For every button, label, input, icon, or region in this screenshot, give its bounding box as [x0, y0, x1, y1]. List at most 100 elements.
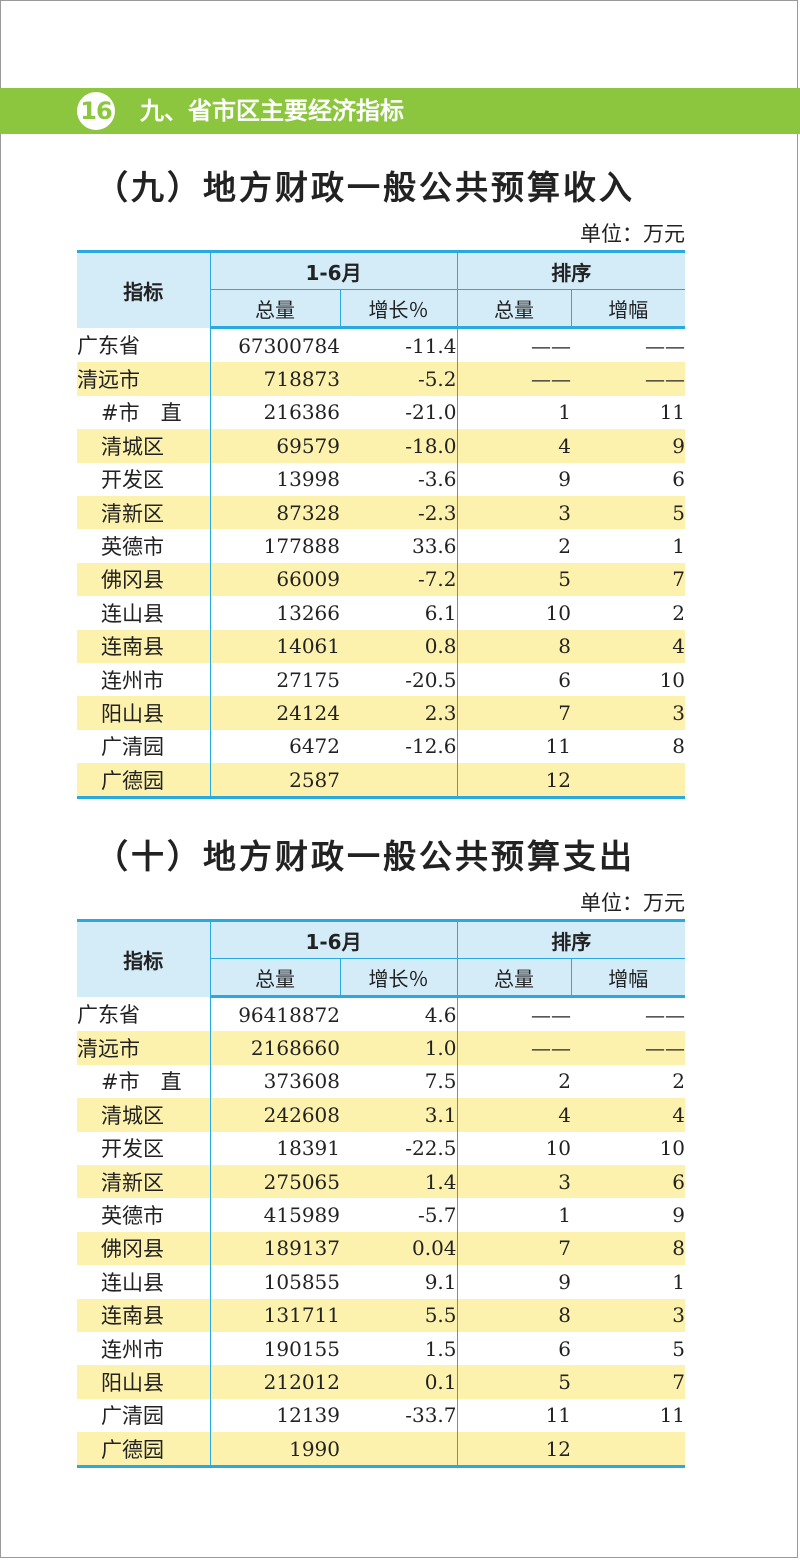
- ranking-header: 排序: [456, 250, 686, 290]
- row-name-cell: 广德园: [77, 1432, 210, 1469]
- row-name-cell: 开发区: [101, 1137, 164, 1162]
- row-rank-total-cell: 1: [456, 395, 572, 430]
- row-total-cell: 6472: [209, 729, 340, 764]
- row-name-cell: 佛冈县: [101, 1237, 164, 1262]
- row-growth-cell: 0.04: [411, 1236, 457, 1261]
- row-growth-cell: -3.6: [417, 467, 457, 492]
- growth-header: 增长％: [339, 958, 458, 998]
- row-rank-total-cell: 1: [456, 1198, 572, 1232]
- row-growth-cell: 33.6: [411, 534, 457, 559]
- income-table: 指标 1-6月 排序 总量 增长％ 总量 增幅 广东省 67300784 -11.4…: [77, 250, 686, 800]
- row-total-cell: 189137: [209, 1231, 340, 1266]
- row-rank-total-cell: 5: [456, 562, 572, 597]
- row-growth-cell: -22.5: [405, 1136, 457, 1161]
- table-row: 广东省 67300784 -11.4 —— ——: [77, 327, 686, 363]
- row-name-cell: 阳山县: [101, 1370, 164, 1395]
- row-total-cell: 2168660: [209, 1031, 340, 1065]
- row-growth-cell: 0.8: [424, 634, 457, 659]
- row-name-cell: 广东省: [77, 1002, 140, 1027]
- row-name-cell: 广清园: [101, 1404, 164, 1429]
- row-growth-cell: 2.3: [424, 700, 457, 725]
- row-growth-cell: 0.1: [424, 1369, 457, 1394]
- row-total-cell: 242608: [209, 1098, 340, 1132]
- income-unit-label: 单位：万元: [580, 222, 685, 246]
- row-total-cell: 13266: [209, 596, 340, 630]
- row-name-cell: 广德园: [77, 763, 210, 800]
- row-name-cell: 连州市: [101, 1337, 164, 1362]
- row-rank-total-cell: 6: [456, 1331, 572, 1366]
- row-name-cell: 连南县: [101, 1304, 164, 1329]
- row-name-cell: 连州市: [101, 668, 164, 693]
- table-row: 连山县 13266 6.1 10 2: [77, 596, 686, 630]
- table-row: 清新区 87328 -2.3 3 5: [77, 495, 686, 530]
- table-row: 清城区 69579 -18.0 4 9: [77, 429, 686, 463]
- row-rank-growth-cell: ——: [645, 333, 686, 358]
- row-name-cell: #市 直: [101, 1070, 182, 1095]
- row-name-cell: 清新区: [101, 1170, 164, 1195]
- table-row: 开发区 13998 -3.6 9 6: [77, 462, 685, 496]
- row-rank-total-cell: 2: [456, 1064, 572, 1099]
- row-total-cell: 212012: [209, 1365, 340, 1399]
- row-growth-cell: 5.5: [424, 1303, 457, 1328]
- row-name-cell: 开发区: [101, 468, 164, 493]
- row-name-cell: 连山县: [101, 1270, 164, 1295]
- row-rank-total-cell: 9: [456, 1265, 572, 1299]
- row-growth-cell: 1.5: [424, 1336, 457, 1361]
- table-row: 阳山县 212012 0.1 5 7: [77, 1365, 686, 1399]
- row-total-cell: 69579: [209, 429, 340, 463]
- row-growth-cell: 6.1: [424, 600, 457, 625]
- row-total-cell: 373608: [209, 1064, 340, 1099]
- table-row: 广德园 1990 12: [77, 1432, 686, 1469]
- row-total-cell: 275065: [209, 1164, 340, 1199]
- indicator-header: 指标: [77, 919, 210, 997]
- row-total-cell: 2587: [209, 763, 340, 800]
- row-rank-total-cell: 7: [456, 1231, 572, 1266]
- rank-total-header: 总量: [456, 958, 572, 998]
- row-growth-cell: -21.0: [405, 400, 457, 425]
- row-rank-growth-cell: 1: [672, 534, 686, 559]
- table-row: 连山县 105855 9.1 9 1: [77, 1265, 686, 1299]
- row-name-cell: 清新区: [101, 501, 164, 526]
- row-rank-total-cell: ——: [456, 996, 572, 1032]
- page-number-badge: 16: [77, 92, 115, 130]
- row-rank-total-cell: ——: [456, 327, 572, 363]
- row-name-cell: 清城区: [101, 1103, 164, 1128]
- row-rank-growth-cell: 8: [672, 1236, 686, 1261]
- row-name-cell: #市 直: [101, 401, 182, 426]
- period-header: 1-6月: [209, 919, 458, 959]
- period-header: 1-6月: [209, 250, 458, 290]
- row-rank-total-cell: 9: [456, 462, 572, 496]
- table-row: 英德市 177888 33.6 2 1: [77, 529, 686, 563]
- row-rank-growth-cell: ——: [645, 1036, 686, 1061]
- ranking-header: 排序: [456, 919, 686, 959]
- table-row: 佛冈县 66009 -7.2 5 7: [77, 562, 686, 597]
- row-growth-cell: -18.0: [405, 433, 457, 458]
- row-rank-growth-cell: 6: [672, 1169, 686, 1194]
- row-total-cell: 24124: [209, 696, 340, 730]
- row-growth-cell: 4.6: [424, 1002, 457, 1027]
- row-name-cell: 连南县: [101, 635, 164, 660]
- row-rank-total-cell: 7: [456, 696, 572, 730]
- row-rank-total-cell: 11: [456, 1398, 572, 1433]
- row-rank-total-cell: 2: [456, 529, 572, 563]
- row-total-cell: 66009: [209, 562, 340, 597]
- rank-growth-header: 增幅: [570, 289, 686, 329]
- row-rank-growth-cell: 11: [659, 1403, 686, 1428]
- row-rank-total-cell: 8: [456, 629, 572, 663]
- row-growth-cell: [340, 763, 458, 800]
- row-total-cell: 1990: [209, 1432, 340, 1469]
- row-rank-total-cell: 5: [456, 1365, 572, 1399]
- row-growth-cell: -5.2: [417, 367, 457, 392]
- row-total-cell: 131711: [209, 1298, 340, 1332]
- row-rank-growth-cell: ——: [645, 1002, 686, 1027]
- row-total-cell: 67300784: [209, 327, 340, 363]
- row-rank-growth-cell: 2: [672, 600, 686, 625]
- rank-total-header: 总量: [456, 289, 572, 329]
- table-row: 开发区 18391 -22.5 10 10: [77, 1131, 685, 1165]
- row-rank-growth-cell: 3: [672, 1303, 686, 1328]
- rank-growth-header: 增幅: [570, 958, 686, 998]
- row-growth-cell: -11.4: [405, 333, 457, 358]
- row-rank-growth-cell: 9: [672, 433, 686, 458]
- row-rank-growth-cell: 1: [672, 1269, 686, 1294]
